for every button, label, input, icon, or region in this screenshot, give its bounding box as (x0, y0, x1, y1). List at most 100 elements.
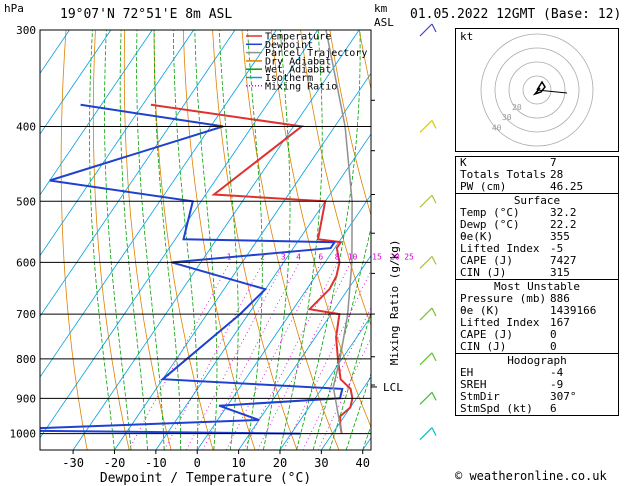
index-row: Totals Totals 28 (456, 169, 618, 181)
unstable-value: 1439166 (550, 304, 597, 317)
index-value: 7 (550, 156, 557, 169)
storm-motion-vector (536, 89, 568, 94)
mixing-ratio-label: 3 (281, 252, 286, 261)
hodograph-ring (494, 47, 580, 133)
wind-barb (419, 391, 433, 405)
wet-adiabat-line (345, 372, 371, 450)
isotherm-line (40, 30, 194, 257)
surface-key: Lifted Index (460, 242, 540, 255)
isotherm-line (40, 30, 277, 378)
surface-row: Lifted Index -5 (456, 243, 618, 255)
hodograph-trace (532, 80, 546, 96)
legend-label: Parcel Trajectory (265, 48, 367, 59)
legend-label: Wet Adiabat (265, 65, 331, 76)
isotherm-line (0, 30, 28, 450)
x-tick-label: -10 (145, 456, 167, 470)
unstable-row: Pressure (mb) 886 (456, 293, 618, 305)
index-key: PW (cm) (460, 180, 507, 193)
surface-value: 355 (550, 230, 570, 243)
hodograph-ring (522, 75, 552, 105)
isotherm-line (279, 315, 371, 450)
unstable-value: 0 (550, 328, 557, 341)
wind-barb (419, 23, 433, 37)
wet-adiabat-line (136, 30, 165, 450)
x-tick-label: -20 (104, 456, 126, 470)
x-tick-label: -30 (62, 456, 84, 470)
legend-label: Temperature (265, 32, 331, 43)
wet-adiabat-line (279, 30, 323, 450)
isotherm-line (40, 30, 70, 74)
km-unit-label: km (374, 2, 388, 15)
unstable-row: CAPE (J) 0 (456, 329, 618, 341)
dry-adiabat-line (123, 30, 172, 450)
surface-section-title: Surface (513, 194, 561, 207)
surface-key: Temp (°C) (460, 206, 520, 219)
wind-barb (419, 307, 433, 321)
legend-label: Isotherm (265, 73, 313, 84)
copyright-text: © weatheronline.co.uk (455, 469, 607, 483)
mixing-ratio-label: 15 (372, 252, 382, 261)
surface-row: Temp (°C) 32.2 (456, 207, 618, 219)
hodograph-index-value: 6 (550, 402, 557, 415)
wet-adiabat-line (119, 30, 148, 450)
index-value: 28 (550, 168, 564, 181)
hodograph-unit: kt (460, 30, 474, 43)
pressure-unit-label: hPa (4, 2, 24, 15)
wet-adiabat-line (194, 30, 218, 450)
isotherm-line (40, 30, 112, 135)
wind-barb (419, 352, 433, 366)
isotherm-line (196, 194, 371, 450)
surface-row: Dewp (°C) 22.2 (456, 219, 618, 231)
unstable-key: Lifted Index (460, 316, 540, 329)
unstable-value: 167 (550, 316, 570, 329)
mixing-ratio-label: 25 (404, 252, 414, 261)
wind-barb (431, 194, 437, 204)
isotherm-line (155, 133, 371, 450)
isotherm-line (40, 30, 236, 318)
hodograph-index-key: StmDir (460, 390, 500, 403)
wind-barb (419, 120, 433, 133)
surface-row: CAPE (J) 7427 (456, 255, 618, 267)
unstable-value: 0 (550, 340, 557, 353)
hodograph-index-row: EH -4 (456, 367, 618, 379)
dry-adiabat-line (300, 30, 371, 327)
mixing-ratio-label: 4 (296, 252, 301, 261)
hodograph-ring-label: 20 (512, 103, 522, 112)
hodograph-index-value: 307° (550, 390, 577, 403)
hodograph-panel: kt 20 30 40 (455, 28, 619, 152)
indices-table: K 7 Totals Totals 28 PW (cm) 46.25 Surface Te… (455, 156, 619, 416)
surface-key: CIN (J) (460, 266, 507, 279)
pressure-tick-label: 1000 (10, 428, 37, 441)
wet-adiabat-line (89, 30, 115, 450)
asl-unit-label: ASL (374, 16, 394, 29)
sounding-datetime: 01.05.2022 12GMT (Base: 12) (410, 7, 622, 22)
wet-adiabat-line (263, 30, 291, 450)
x-tick-label: 20 (273, 456, 287, 470)
pressure-tick-label: 800 (16, 353, 36, 366)
wind-barb (431, 427, 437, 436)
unstable-row: CIN (J) 0 (456, 341, 618, 353)
temperature-profile (150, 103, 354, 434)
hodograph-index-key: EH (460, 366, 474, 379)
mixing-ratio-label: 6 (318, 252, 323, 261)
pressure-tick-label: 900 (16, 392, 36, 405)
pressure-tick-label: 400 (16, 120, 36, 133)
x-tick-label: 30 (314, 456, 328, 470)
mixing-ratio-axis-label: Mixing Ratio (g/kg) (388, 239, 401, 365)
wind-barb (431, 352, 437, 362)
surface-key: θe(K) (460, 230, 494, 243)
wind-barb (431, 23, 437, 33)
hodograph-ring-label: 40 (492, 123, 502, 132)
plot-frame (39, 29, 372, 451)
mixing-ratio-label: 8 (335, 252, 340, 261)
legend-label: Dry Adiabat (265, 56, 331, 67)
wet-adiabat-line (329, 311, 371, 450)
hodograph-ring (480, 33, 594, 147)
isotherm-line (321, 376, 371, 450)
wind-barb (419, 194, 433, 208)
pressure-tick-label: 600 (16, 256, 36, 269)
surface-value: 7427 (550, 254, 577, 267)
station-location: 19°07'N 72°51'E 8m ASL (60, 7, 233, 22)
wind-barb (431, 256, 437, 265)
